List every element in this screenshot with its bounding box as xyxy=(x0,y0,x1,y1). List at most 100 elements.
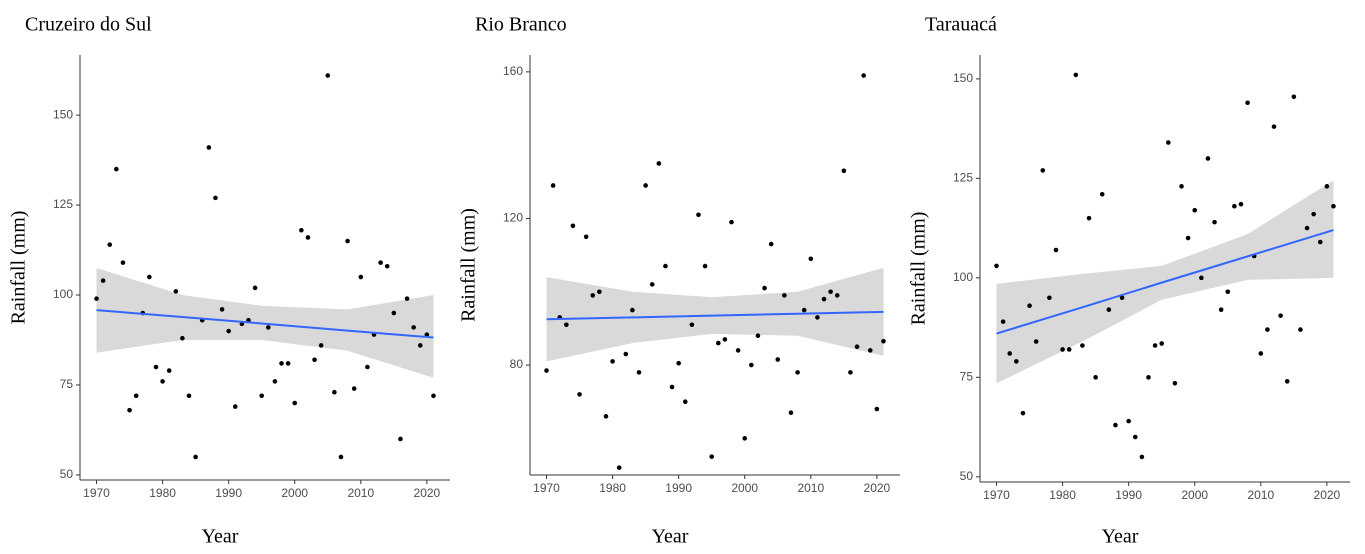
data-point xyxy=(266,325,271,330)
x-tick-label: 1990 xyxy=(665,481,692,495)
x-tick-label: 2000 xyxy=(281,486,308,500)
data-point xyxy=(404,296,410,301)
data-point xyxy=(285,361,291,366)
data-point xyxy=(127,407,132,413)
x-tick-label: 2020 xyxy=(864,481,891,495)
data-point xyxy=(391,310,397,316)
data-point xyxy=(1324,184,1330,189)
data-point xyxy=(173,289,179,294)
data-point xyxy=(1258,351,1264,356)
data-point xyxy=(749,362,754,368)
data-point xyxy=(544,368,549,373)
y-tick-label: 75 xyxy=(60,377,74,391)
data-point xyxy=(1271,124,1277,129)
data-point xyxy=(1119,295,1125,301)
data-point xyxy=(1040,168,1046,173)
x-tick-label: 1990 xyxy=(1115,488,1142,502)
data-point xyxy=(424,332,430,337)
y-tick-label: 150 xyxy=(953,71,973,85)
data-point xyxy=(133,393,139,399)
data-point xyxy=(709,454,714,459)
data-point xyxy=(735,348,741,353)
data-point xyxy=(1093,375,1098,380)
data-point xyxy=(378,260,383,265)
x-tick-label: 2010 xyxy=(347,486,374,500)
data-point xyxy=(94,296,99,301)
data-point xyxy=(682,399,688,405)
data-point xyxy=(755,333,761,339)
x-tick-label: 2000 xyxy=(731,481,758,495)
data-point xyxy=(821,296,827,302)
data-point xyxy=(107,242,113,247)
y-tick-label: 100 xyxy=(953,270,973,284)
data-point xyxy=(206,145,212,150)
data-point xyxy=(722,337,728,342)
data-point xyxy=(232,404,238,409)
data-point xyxy=(398,436,403,442)
data-point xyxy=(583,234,589,240)
data-point xyxy=(729,219,734,225)
data-point xyxy=(1027,303,1032,309)
data-point xyxy=(1317,239,1323,245)
data-point xyxy=(213,195,218,201)
data-point xyxy=(1185,235,1191,241)
x-tick-label: 2010 xyxy=(1247,488,1274,502)
data-point xyxy=(881,338,886,344)
data-point xyxy=(1000,319,1006,324)
data-point xyxy=(292,400,298,406)
data-point xyxy=(1298,327,1303,332)
data-point xyxy=(828,289,833,295)
x-tick-label: 2020 xyxy=(1314,488,1341,502)
data-point xyxy=(597,289,602,295)
data-point xyxy=(166,368,172,373)
data-point xyxy=(874,406,880,412)
y-axis-label: Rainfall (mm) xyxy=(908,212,930,326)
data-point xyxy=(1086,215,1092,221)
data-point xyxy=(1179,184,1184,189)
data-point xyxy=(1020,410,1026,416)
data-point xyxy=(1245,100,1250,106)
data-point xyxy=(1033,339,1039,344)
data-point xyxy=(1139,454,1145,460)
data-point xyxy=(1126,418,1131,424)
data-point xyxy=(643,183,648,188)
y-axis-label: Rainfall (mm) xyxy=(8,211,30,325)
data-point xyxy=(1159,341,1164,346)
data-point xyxy=(1106,307,1112,312)
panel-title: Cruzeiro do Sul xyxy=(25,14,152,36)
data-point xyxy=(782,293,787,298)
data-point xyxy=(358,274,364,280)
data-point xyxy=(1205,156,1211,161)
data-point xyxy=(1146,375,1151,380)
data-point xyxy=(365,364,370,370)
data-point xyxy=(994,263,999,269)
data-point xyxy=(1053,247,1059,253)
data-point xyxy=(384,263,390,269)
data-point xyxy=(689,322,695,328)
data-point xyxy=(259,393,264,399)
data-point xyxy=(590,293,596,298)
data-point xyxy=(1265,327,1270,332)
data-point xyxy=(180,335,185,341)
data-point xyxy=(1331,203,1336,209)
y-tick-label: 125 xyxy=(953,171,973,185)
data-point xyxy=(669,384,675,390)
x-tick-label: 1980 xyxy=(1049,488,1076,502)
data-point xyxy=(768,241,774,247)
y-tick-label: 50 xyxy=(960,469,974,483)
y-tick-label: 120 xyxy=(503,211,523,225)
x-axis-label: Year xyxy=(1102,526,1139,548)
data-point xyxy=(147,274,152,280)
data-point xyxy=(716,340,721,346)
data-point xyxy=(318,343,324,348)
data-point xyxy=(1238,201,1244,207)
data-point xyxy=(219,307,225,312)
data-point xyxy=(630,307,635,313)
x-tick-label: 2010 xyxy=(797,481,824,495)
data-point xyxy=(1060,347,1065,352)
data-point xyxy=(570,223,576,229)
y-tick-label: 150 xyxy=(53,107,73,121)
data-point xyxy=(120,260,126,265)
data-point xyxy=(299,227,304,233)
data-point xyxy=(411,325,416,330)
